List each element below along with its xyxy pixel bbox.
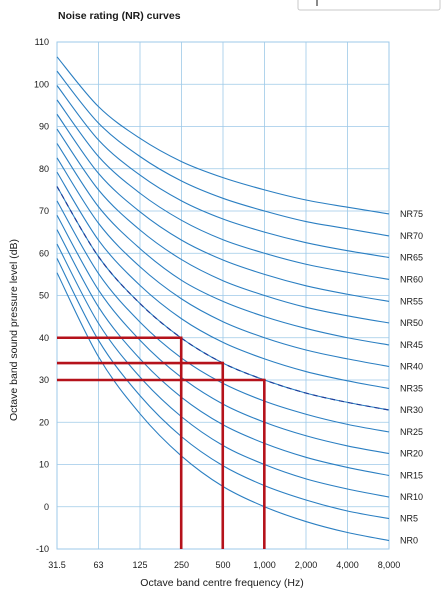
nr-curve-nr65 — [56, 85, 390, 259]
x-tick-label: 4,000 — [336, 560, 359, 570]
x-axis-label: Octave band centre frequency (Hz) — [140, 577, 303, 589]
nr-label: NR60 — [400, 274, 423, 284]
nr-label: NR5 — [400, 514, 418, 524]
x-tick-label: 8,000 — [378, 560, 401, 570]
x-tick-labels: 31.5 63 125 250 500 1,000 2,000 4,000 8,000 — [48, 560, 400, 570]
x-tick-label: 31.5 — [48, 560, 66, 570]
nr-label: NR30 — [400, 405, 423, 415]
nr-label: NR25 — [400, 427, 423, 437]
nr-curve-nr45 — [56, 143, 390, 346]
nr-curve-nr40 — [56, 157, 390, 368]
nr-curve-nr5 — [56, 258, 390, 520]
x-tick-label: 500 — [215, 560, 230, 570]
y-tick-label: 20 — [39, 417, 49, 427]
nr-curve-nr75 — [56, 56, 390, 215]
x-tick-label: 63 — [93, 560, 103, 570]
chart-title: Noise rating (NR) curves — [58, 10, 181, 22]
nr-label: NR40 — [400, 361, 423, 371]
window-fragment — [297, 0, 441, 11]
nr-curve-nr50 — [56, 128, 390, 324]
x-tick-label: 1,000 — [253, 560, 276, 570]
highlight-lines — [57, 336, 266, 549]
nr-curve-nr15 — [56, 229, 390, 477]
nr-label: NR45 — [400, 340, 423, 350]
y-tick-label: 10 — [39, 460, 49, 470]
nr-label: NR50 — [400, 318, 423, 328]
nr-label: NR20 — [400, 449, 423, 459]
x-tick-label: 2,000 — [295, 560, 318, 570]
nr-curve-nr20 — [56, 214, 390, 455]
nr-label: NR65 — [400, 252, 423, 262]
x-tick-label: 250 — [174, 560, 189, 570]
y-tick-label: 80 — [39, 164, 49, 174]
y-tick-label: 40 — [39, 333, 49, 343]
nr-labels: NR0 NR5 NR10 NR15 NR20 NR25 NR30 NR35 NR40 NR45 NR… — [400, 209, 423, 546]
y-tick-label: 90 — [39, 122, 49, 132]
nr-curve-nr55 — [56, 113, 390, 302]
nr-label: NR75 — [400, 209, 423, 219]
y-tick-labels: -10 0 10 20 30 40 50 60 70 80 90 100 110 — [34, 37, 49, 554]
nr-curve-nr60 — [56, 99, 390, 280]
y-tick-label: 70 — [39, 206, 49, 216]
nr-curve-nr35 — [56, 171, 390, 389]
nr-label: NR10 — [400, 492, 423, 502]
y-tick-label: 50 — [39, 291, 49, 301]
nr-label: NR0 — [400, 536, 418, 546]
nr-curve-nr70 — [56, 70, 390, 237]
y-tick-label: 30 — [39, 375, 49, 385]
y-tick-label: 100 — [34, 79, 49, 89]
nr-label: NR15 — [400, 470, 423, 480]
nr-curve-nr10 — [56, 243, 390, 498]
nr-label: NR35 — [400, 383, 423, 393]
nr-label: NR55 — [400, 296, 423, 306]
nr-label: NR70 — [400, 231, 423, 241]
y-tick-label: 60 — [39, 248, 49, 258]
y-tick-label: 0 — [44, 502, 49, 512]
y-tick-label: 110 — [35, 37, 49, 47]
y-tick-label: -10 — [36, 544, 49, 554]
x-tick-label: 125 — [132, 560, 147, 570]
nr-curve-nr25 — [56, 200, 390, 433]
y-axis-label: Octave band sound pressure level (dB) — [8, 239, 20, 421]
